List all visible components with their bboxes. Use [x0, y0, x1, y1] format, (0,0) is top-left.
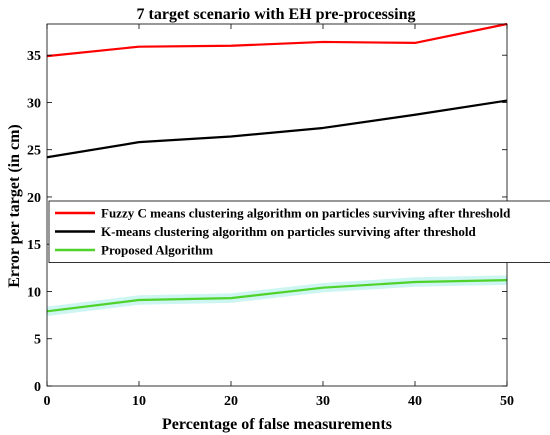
y-tick-label: 25	[27, 144, 41, 159]
series-band-2	[47, 275, 507, 317]
chart-title: 7 target scenario with EH pre-processing	[137, 6, 416, 23]
y-tick-label: 5	[34, 333, 41, 348]
plot-area	[46, 22, 508, 317]
x-axis-title: Percentage of false measurements	[162, 416, 392, 433]
y-tick-label: 10	[27, 285, 41, 300]
y-tick-label: 35	[27, 49, 41, 64]
y-tick-label: 20	[27, 191, 41, 206]
y-tick-label: 15	[27, 238, 41, 253]
legend-label: Fuzzy C means clustering algorithm on pa…	[101, 206, 511, 221]
x-tick-label: 10	[132, 394, 146, 409]
series-line-1	[46, 99, 508, 159]
series-line-2	[46, 279, 508, 313]
x-tick-label: 50	[500, 394, 514, 409]
legend: Fuzzy C means clustering algorithm on pa…	[48, 200, 550, 263]
x-tick-label: 0	[44, 394, 51, 409]
x-tick-label: 30	[316, 394, 330, 409]
y-axis-title: Error per target (in cm)	[6, 124, 23, 288]
y-tick-label: 30	[27, 96, 41, 111]
x-tick-label: 20	[224, 394, 238, 409]
legend-box	[48, 200, 550, 263]
legend-label: K-means clustering algorithm on particle…	[101, 224, 476, 239]
x-tick-label: 40	[408, 394, 422, 409]
legend-label: Proposed Algorithm	[101, 243, 213, 258]
series-line-0	[46, 22, 508, 58]
y-tick-label: 0	[34, 380, 41, 395]
